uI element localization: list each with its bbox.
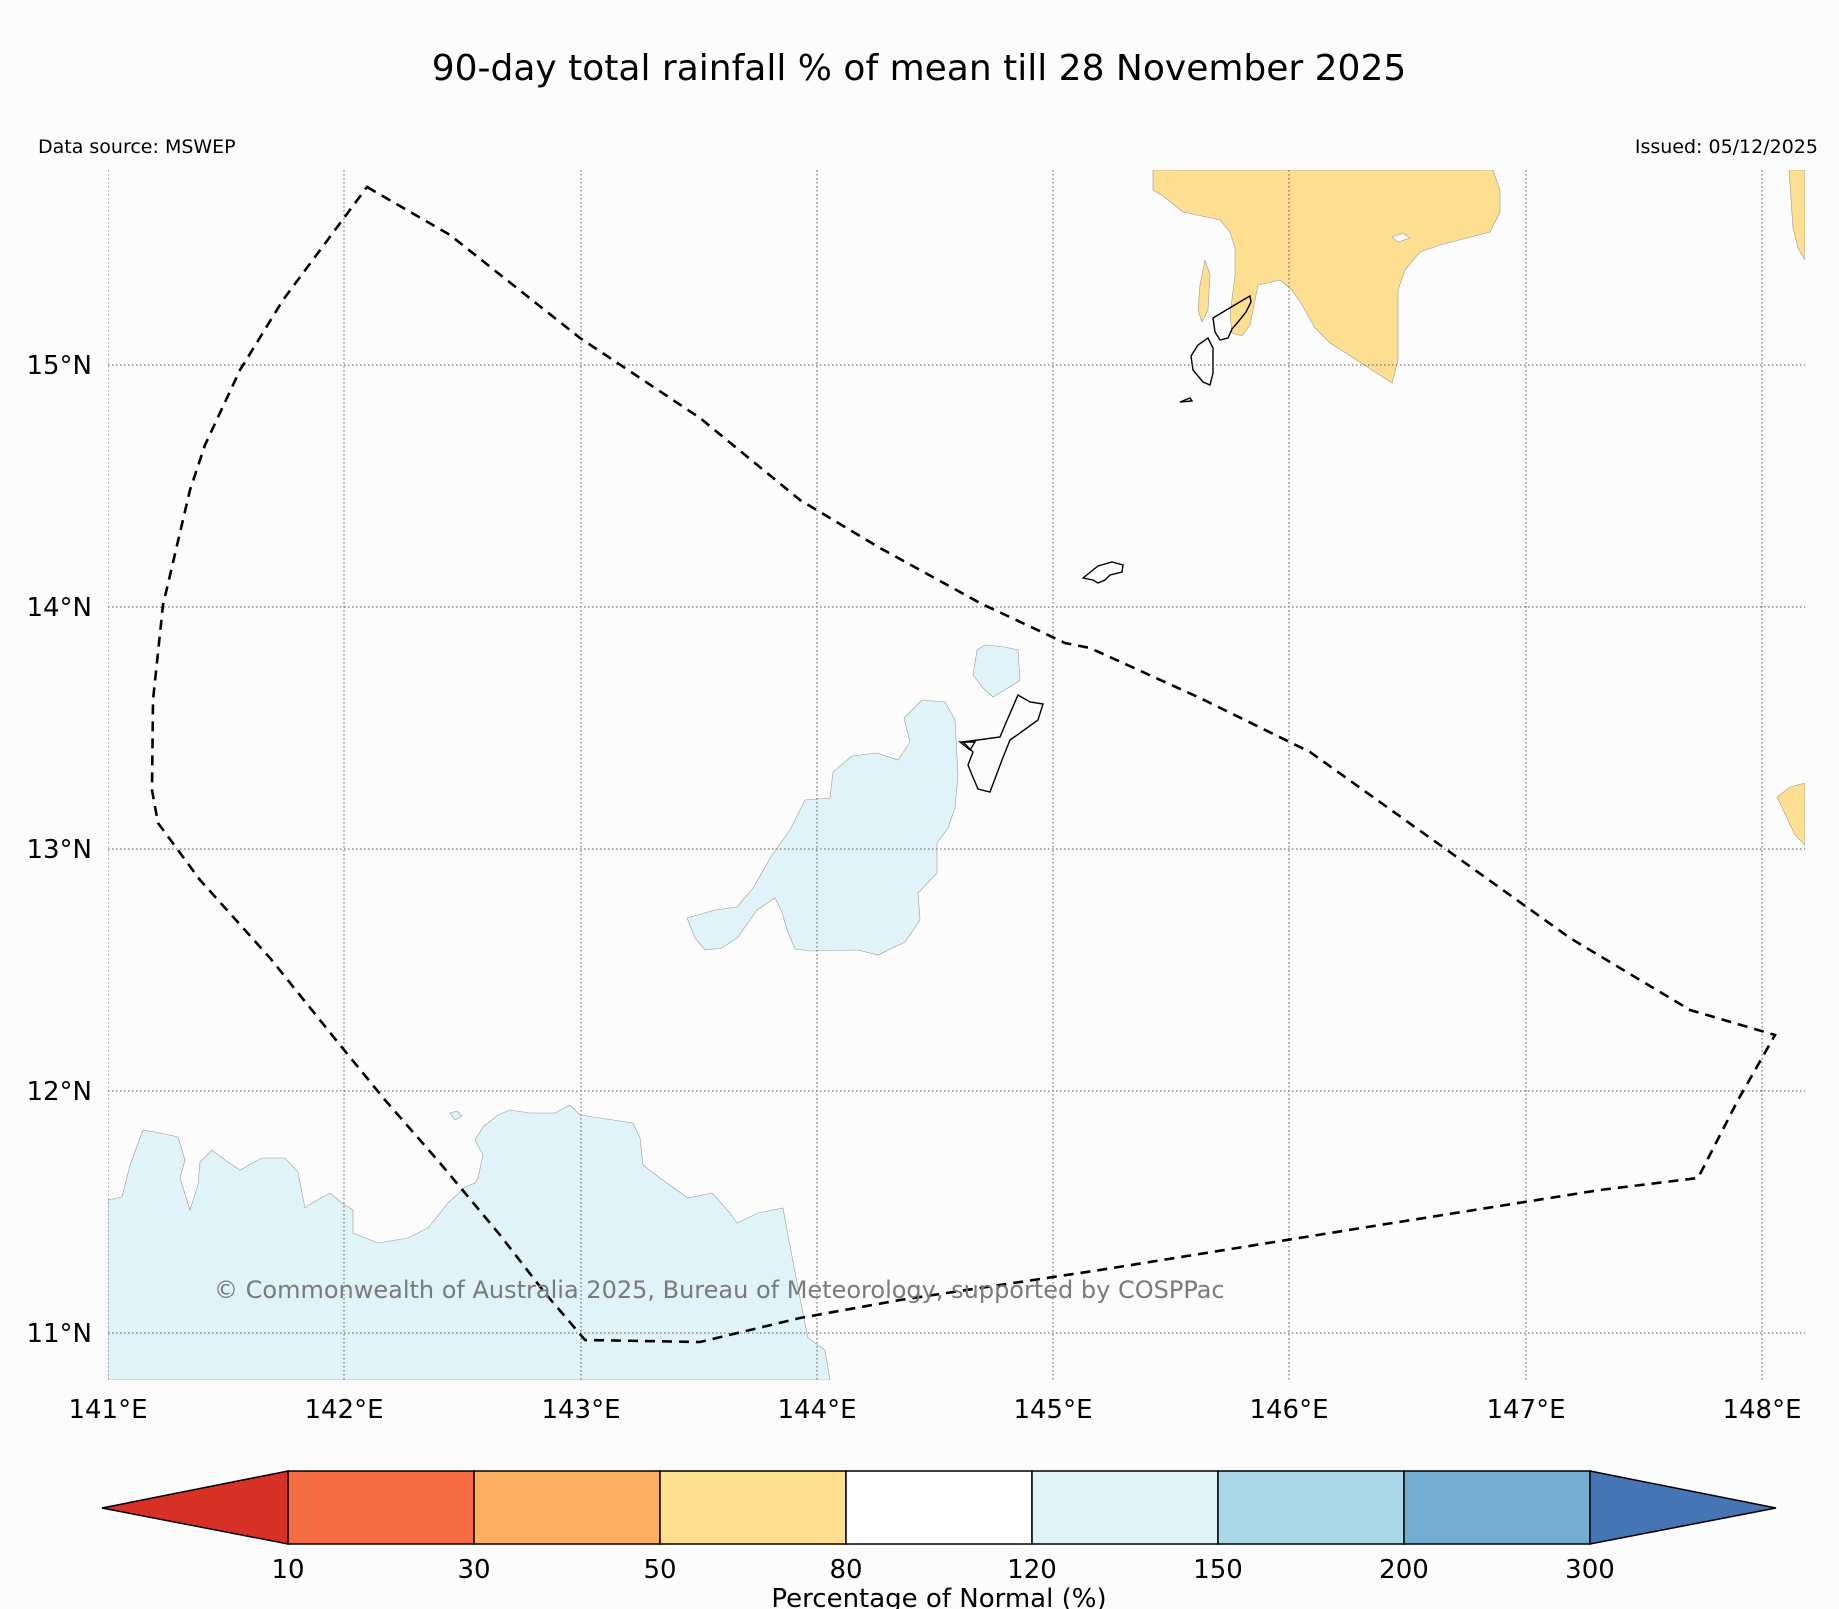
island-right-edge-yellow-bottom: [1776, 782, 1805, 846]
lon-tick-label: 141°E: [68, 1395, 147, 1425]
lat-tick-label: 14°N: [26, 593, 92, 623]
colorbar-segment: [1217, 1470, 1405, 1545]
lat-tick-label: 11°N: [26, 1319, 92, 1349]
lon-tick-label: 146°E: [1249, 1395, 1328, 1425]
issued-date-label: Issued: 05/12/2025: [1635, 136, 1818, 158]
map-gridlines: [108, 170, 1805, 1380]
lon-tick-label: 147°E: [1486, 1395, 1565, 1425]
lon-tick-label: 144°E: [777, 1395, 856, 1425]
colorbar-tick-label: 50: [643, 1555, 676, 1585]
data-source-label: Data source: MSWEP: [38, 136, 236, 158]
island-right-edge-yellow-top: [1788, 170, 1805, 261]
lat-tick-labels: 15°N 14°N 13°N 12°N 11°N: [26, 351, 92, 1349]
lat-tick-label: 12°N: [26, 1077, 92, 1107]
land-region-north-below-normal: [1152, 170, 1501, 384]
lat-tick-label: 15°N: [26, 351, 92, 381]
colorbar-segment: [1031, 1470, 1219, 1545]
lon-tick-label: 145°E: [1013, 1395, 1092, 1425]
island-outline-4: [1081, 561, 1124, 584]
island-outline-guam: [961, 693, 1044, 793]
lat-tick-label: 13°N: [26, 835, 92, 865]
land-region-central-above-normal: [686, 699, 959, 956]
colorbar-segment: [845, 1470, 1033, 1545]
lon-tick-label: 142°E: [304, 1395, 383, 1425]
colorbar-tick-label: 300: [1565, 1555, 1615, 1585]
colorbar-tick-label: 30: [457, 1555, 490, 1585]
lon-tick-labels: 141°E 142°E 143°E 144°E 145°E 146°E 147°…: [68, 1395, 1801, 1425]
island-outline-3: [1179, 397, 1194, 403]
island-south-small-blue: [449, 1110, 463, 1121]
lon-tick-label: 148°E: [1722, 1395, 1801, 1425]
lake-in-north-island: [1391, 232, 1411, 243]
colorbar: 10 30 50 80 120 150 200 300 Percentage o…: [101, 1470, 1777, 1609]
copyright-notice: © Commonwealth of Australia 2025, Bureau…: [214, 1276, 1225, 1304]
colorbar-low-extension: [101, 1470, 289, 1545]
colorbar-segment: [473, 1470, 661, 1545]
colorbar-segment: [1403, 1470, 1591, 1545]
eez-boundary-dashed: [150, 185, 1777, 1344]
island-small-yellow-1: [1197, 258, 1211, 323]
colorbar-tick-label: 150: [1193, 1555, 1243, 1585]
island-outline-5: [958, 741, 977, 752]
map-panel: © Commonwealth of Australia 2025, Bureau…: [108, 170, 1805, 1380]
figure-title: 90-day total rainfall % of mean till 28 …: [432, 48, 1407, 89]
colorbar-segment: [287, 1470, 475, 1545]
colorbar-tick-label: 200: [1379, 1555, 1429, 1585]
colorbar-tick-label: 120: [1007, 1555, 1057, 1585]
colorbar-tick-label: 10: [271, 1555, 304, 1585]
colorbar-title: Percentage of Normal (%): [771, 1584, 1106, 1609]
island-outline-2: [1190, 336, 1214, 386]
island-central-small-blue: [972, 644, 1021, 698]
land-region-south-above-normal: [108, 1104, 831, 1380]
island-outline-1: [1212, 294, 1252, 341]
colorbar-segment: [659, 1470, 847, 1545]
lon-tick-label: 143°E: [541, 1395, 620, 1425]
colorbar-high-extension: [1589, 1470, 1777, 1545]
colorbar-tick-label: 80: [829, 1555, 862, 1585]
